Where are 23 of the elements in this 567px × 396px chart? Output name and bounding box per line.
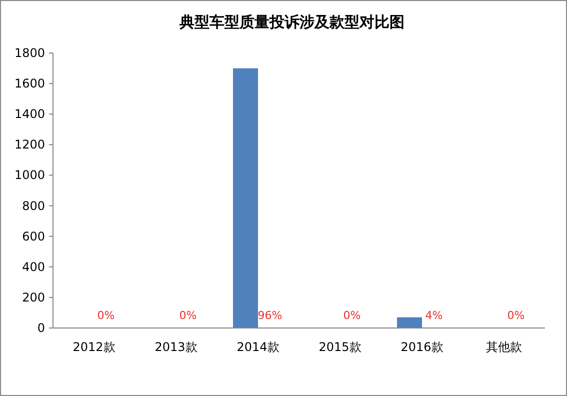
y-tick-label: 1600 — [14, 76, 45, 91]
annotation: 0% — [507, 309, 525, 322]
x-tick-label: 2016款 — [400, 340, 444, 354]
y-tick-label: 1800 — [14, 46, 45, 60]
annotation: 96% — [258, 309, 282, 322]
x-tick-label: 2015款 — [318, 340, 362, 354]
y-tick-label: 800 — [22, 198, 45, 213]
x-tick-label: 其他款 — [486, 340, 522, 354]
y-tick-label: 0 — [37, 321, 45, 335]
y-tick-label: 200 — [22, 290, 45, 304]
annotation: 0% — [179, 309, 197, 322]
y-tick-label: 1200 — [14, 138, 45, 152]
annotation: 0% — [97, 309, 115, 322]
y-tick-label: 1400 — [14, 107, 45, 122]
chart-title: 典型车型质量投诉涉及款型对比图 — [178, 13, 404, 31]
x-tick-label: 2012款 — [72, 340, 116, 354]
x-tick-label: 2014款 — [236, 340, 280, 354]
y-tick-label: 400 — [22, 260, 45, 274]
annotation: 0% — [343, 309, 361, 322]
x-tick-label: 2013款 — [154, 340, 198, 354]
y-tick-label: 600 — [22, 229, 45, 244]
y-tick-label: 1000 — [14, 168, 45, 182]
annotation: 4% — [425, 309, 443, 322]
